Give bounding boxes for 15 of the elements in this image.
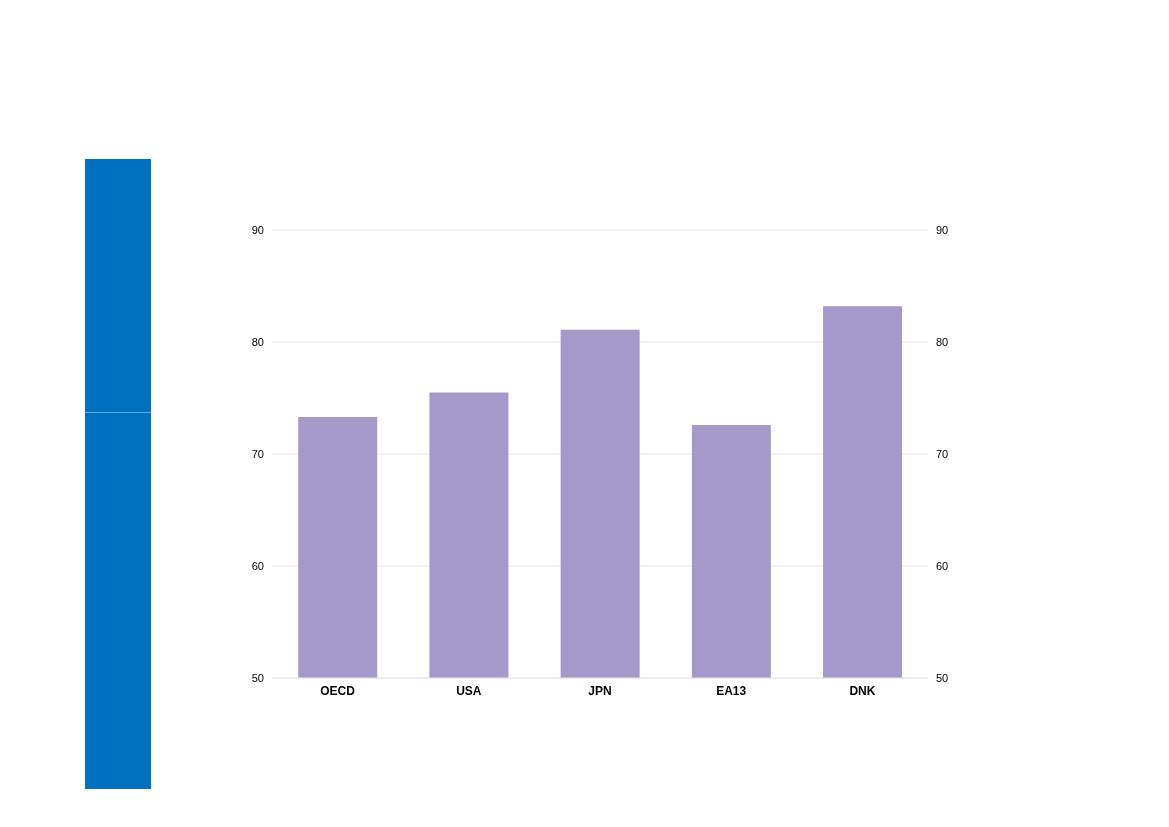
y-tick-label: 80: [251, 335, 264, 348]
x-tick-label: USA: [456, 683, 482, 698]
y2-tick-label: 90: [936, 223, 949, 236]
y-tick-label: 60: [251, 559, 264, 572]
y-tick-label: 70: [251, 447, 264, 460]
x-tick-label: DNK: [849, 683, 876, 698]
y-tick-label: 50: [251, 671, 264, 684]
x-tick-label: OECD: [320, 683, 356, 698]
y2-tick-label: 60: [936, 559, 949, 572]
y2-tick-label: 50: [936, 671, 949, 684]
y-tick-label: 90: [251, 223, 264, 236]
y2-tick-label: 70: [936, 447, 949, 460]
y2-tick-label: 80: [936, 335, 949, 348]
x-tick-label: EA13: [716, 683, 747, 698]
x-tick-label: JPN: [588, 683, 612, 698]
